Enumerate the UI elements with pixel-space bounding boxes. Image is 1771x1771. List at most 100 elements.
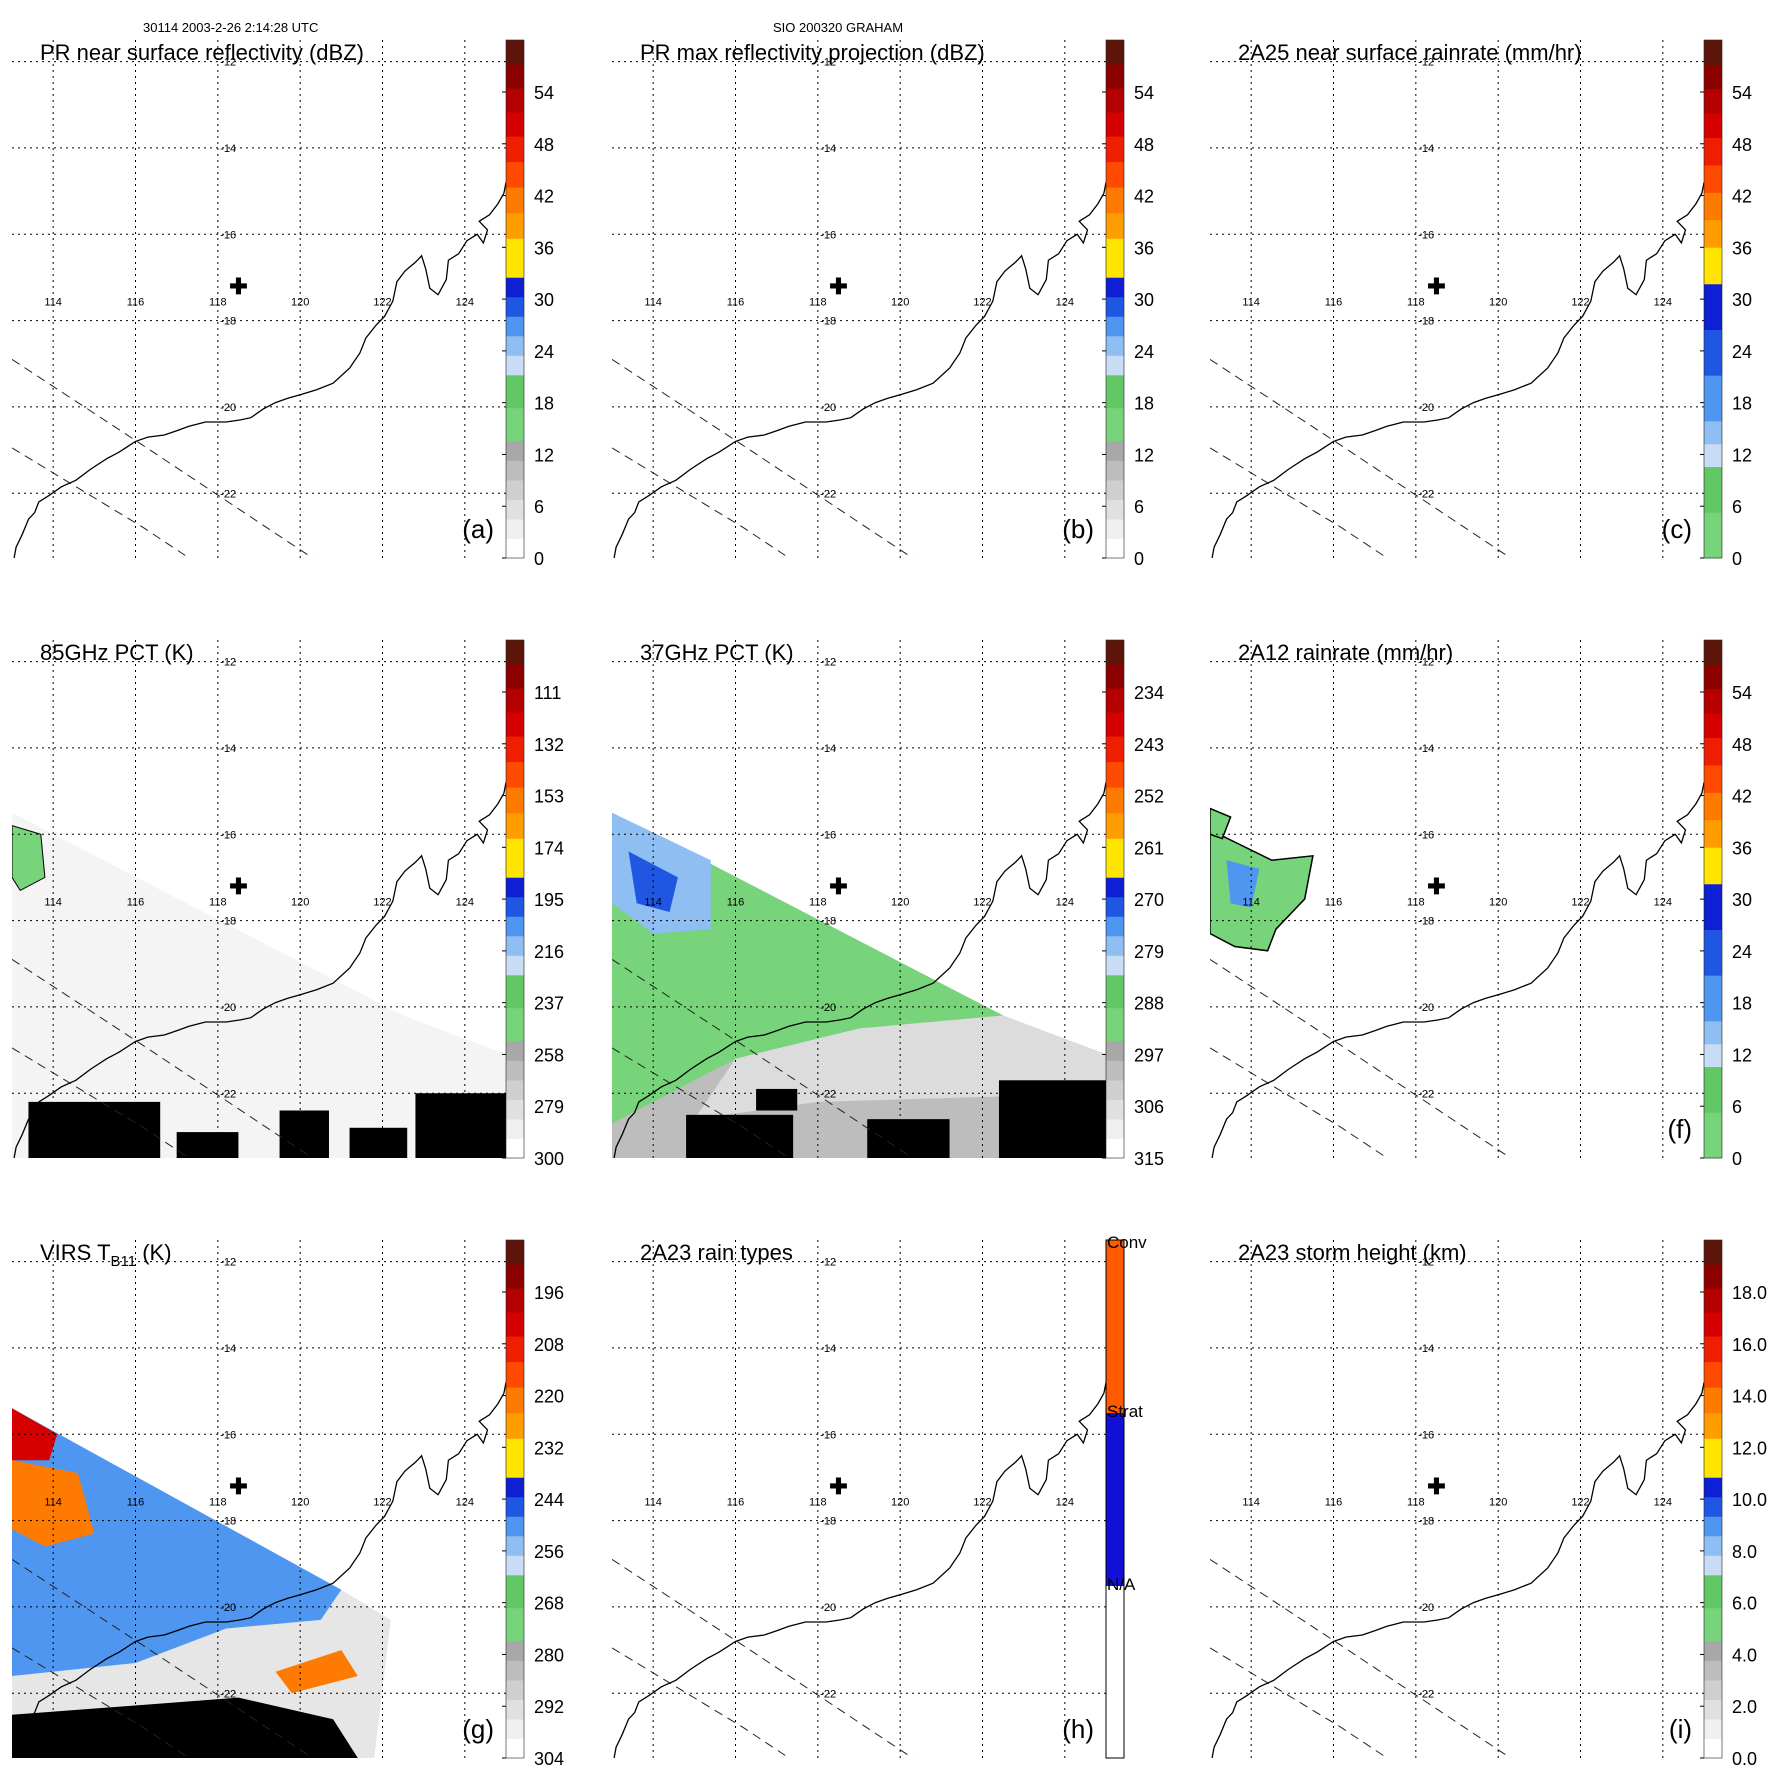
colorbar-seg-22 (1106, 640, 1124, 665)
colorbar-seg-4 (506, 460, 524, 481)
colorbar-seg-7 (1106, 374, 1124, 409)
land-noise-block (279, 1110, 329, 1158)
colorbar-seg-2 (1106, 499, 1124, 520)
colorbar-seg-6 (1704, 352, 1722, 376)
colorbar-label-48: 48 (1134, 135, 1154, 155)
lon-label-114: 114 (44, 896, 62, 908)
colorbar-seg-13 (1704, 164, 1722, 193)
colorbar-seg-18 (506, 736, 524, 763)
lon-label-114: 114 (1242, 296, 1260, 308)
colorbar-seg-18 (1704, 1336, 1722, 1363)
colorbar-label-24: 24 (1134, 342, 1154, 362)
colorbar-seg-8 (1106, 955, 1124, 976)
panel-h: 114 116 118 120 122 124 -12 -14 -16 -18 -20 -22 ✚ 2A2… (612, 1233, 1147, 1759)
panel-f: 114 116 118 120 122 124-12-14-16-18-20-22✚2A1… (1210, 639, 1752, 1169)
colorbar-seg-7 (1106, 974, 1124, 1009)
colorbar-seg-8 (1704, 306, 1722, 330)
colorbar-seg-0 (506, 538, 524, 559)
lat-label--14: -14 (220, 1343, 236, 1355)
colorbar-frame (1105, 1239, 1125, 1759)
lon-label-118: 118 (809, 896, 827, 908)
lat-label--22: -22 (220, 488, 236, 500)
panel-title: PR near surface reflectivity (dBZ) (40, 40, 364, 65)
lat-label--12: -12 (220, 1257, 236, 1269)
colorbar-label-4.0: 4.0 (1732, 1645, 1757, 1665)
virs-cold-top (12, 1460, 95, 1547)
colorbar-label-54: 54 (1732, 683, 1752, 703)
colorbar-seg-7 (506, 974, 524, 1009)
coastline (613, 1382, 1106, 1758)
panel-letter: (b) (1062, 514, 1094, 544)
storm-center-marker: ✚ (1427, 874, 1445, 899)
colorbar-label-0: 0 (1134, 549, 1144, 569)
colorbar-seg-1 (506, 1118, 524, 1139)
colorbar-label-30: 30 (1732, 290, 1752, 310)
storm-center-marker: ✚ (1427, 1474, 1445, 1499)
map-d (12, 640, 506, 1158)
lat-label--16: -16 (1418, 229, 1434, 241)
colorbar-label-42: 42 (1134, 187, 1154, 207)
colorbar-seg-2 (506, 1699, 524, 1720)
lon-label-114: 114 (1242, 1496, 1260, 1508)
colorbar-label-18: 18 (1732, 994, 1752, 1014)
colorbar-seg-14 (1704, 137, 1722, 166)
colorbar-seg-8 (1704, 1555, 1722, 1576)
colorbar-seg-6 (506, 1007, 524, 1042)
colorbar-seg-17 (506, 161, 524, 188)
colorbar-seg-15 (506, 1412, 524, 1439)
lon-label-116: 116 (127, 896, 145, 908)
panel-title: VIRS TB11 (K) (40, 1240, 172, 1270)
lat-label--12: -12 (820, 57, 836, 69)
colorbar-seg-13 (1704, 764, 1722, 793)
colorbar-seg-20 (1106, 688, 1124, 713)
lon-label-124: 124 (456, 296, 474, 308)
lat-label--16: -16 (820, 1429, 836, 1441)
colorbar-label-12: 12 (1134, 445, 1154, 465)
colorbar-seg-21 (1106, 64, 1124, 89)
colorbar-label-195: 195 (534, 890, 564, 910)
lon-label-116: 116 (1325, 896, 1343, 908)
colorbar-seg-8 (1106, 355, 1124, 376)
lon-label-116: 116 (1325, 1496, 1343, 1508)
colorbar-seg-3 (1106, 1079, 1124, 1100)
colorbar-seg-1 (1704, 466, 1722, 513)
swath-edge-1 (12, 1047, 190, 1158)
colorbar-seg-10 (1106, 316, 1124, 337)
colorbar-seg-11 (1704, 1496, 1722, 1517)
colorbar-seg-1 (1106, 1413, 1124, 1586)
colorbar-label-Conv: Conv (1107, 1233, 1147, 1252)
map-g (12, 1240, 506, 1758)
panel-g: 114 116 118 120 122 124 -12 -14 -16 -18 -20 -22 ✚ VIR… (12, 1239, 564, 1769)
colorbar-seg-3 (1704, 1020, 1722, 1045)
storm-center-marker: ✚ (229, 874, 247, 899)
colorbar-seg-8 (506, 955, 524, 976)
colorbar-seg-14 (506, 1438, 524, 1459)
colorbar-seg-11 (1704, 819, 1722, 848)
colorbar-seg-22 (506, 640, 524, 665)
colorbar-seg-19 (506, 1312, 524, 1337)
lat-label--12: -12 (820, 1257, 836, 1269)
swath-edge-1 (12, 447, 190, 558)
lon-label-120: 120 (291, 1496, 309, 1508)
lon-label-118: 118 (209, 1496, 227, 1508)
colorbar-seg-4 (1704, 1660, 1722, 1681)
panel-title: 85GHz PCT (K) (40, 640, 194, 665)
pct-rain-patch (12, 825, 46, 892)
lat-label--12: -12 (820, 657, 836, 669)
panel-title: 2A23 rain types (640, 1240, 793, 1265)
colorbar-seg-1 (1106, 1118, 1124, 1139)
colorbar-seg-22 (506, 1240, 524, 1265)
colorbar-seg-15 (506, 812, 524, 839)
colorbar-seg-5 (506, 1040, 524, 1061)
coastline (613, 782, 1106, 1158)
colorbar-seg-11 (506, 1496, 524, 1517)
lat-label--18: -18 (1418, 316, 1434, 328)
lat-label--16: -16 (820, 229, 836, 241)
land-noise-block (415, 1093, 506, 1158)
panel-e: 114 116 118 120 122 124 -12 -14 -16 -18 -20 -22 ✚ 37G… (612, 639, 1164, 1169)
colorbar-label-6: 6 (1134, 497, 1144, 517)
colorbar-seg-5 (1704, 375, 1722, 399)
colorbar-label-132: 132 (534, 735, 564, 755)
colorbar-label-36: 36 (1732, 238, 1752, 258)
